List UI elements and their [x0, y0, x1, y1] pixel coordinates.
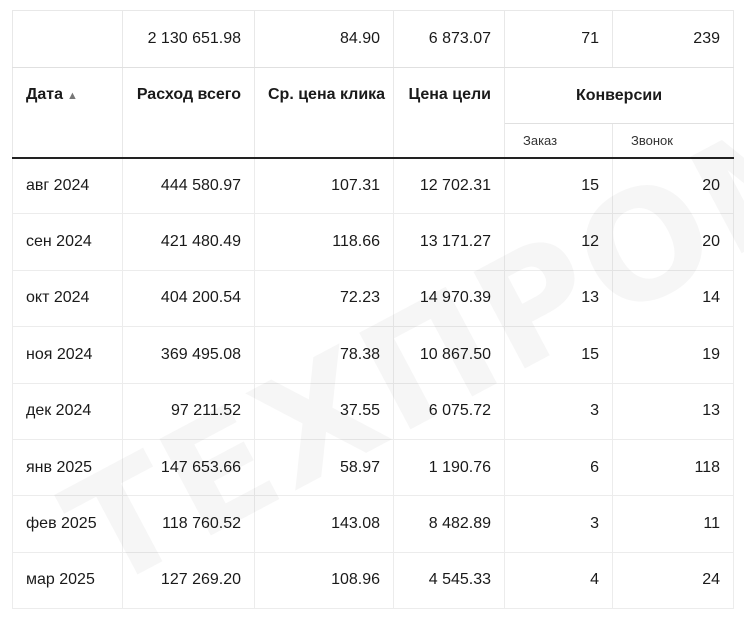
header-row: Дата ▲ Расход всего Ср. цена клика Цена ц… [12, 67, 734, 159]
totals-cpc: 84.90 [254, 10, 394, 68]
table-row: янв 2025 147 653.66 58.97 1 190.76 6 118 [12, 439, 734, 497]
header-orders[interactable]: Заказ [504, 123, 613, 159]
header-date-label: Дата [26, 86, 64, 103]
row-date: янв 2025 [12, 439, 123, 497]
row-date: мар 2025 [12, 552, 123, 610]
totals-calls: 239 [612, 10, 734, 68]
row-cpc: 143.08 [254, 495, 394, 553]
table-row: сен 2024 421 480.49 118.66 13 171.27 12 20 [12, 213, 734, 271]
row-orders: 3 [504, 495, 613, 553]
row-goal-price: 6 075.72 [393, 383, 505, 440]
row-goal-price: 8 482.89 [393, 495, 505, 553]
row-cpc: 118.66 [254, 213, 394, 271]
row-date: сен 2024 [12, 213, 123, 271]
totals-date-cell [12, 10, 123, 68]
row-date: фев 2025 [12, 495, 123, 553]
data-rows: авг 2024 444 580.97 107.31 12 702.31 15 20 сен… [12, 157, 734, 610]
row-calls: 11 [612, 495, 734, 553]
table-row: мар 2025 127 269.20 108.96 4 545.33 4 24 [12, 552, 734, 610]
row-orders: 4 [504, 552, 613, 610]
row-cpc: 107.31 [254, 157, 394, 215]
row-orders: 3 [504, 383, 613, 440]
row-date: окт 2024 [12, 270, 123, 328]
row-spend: 444 580.97 [122, 157, 255, 215]
row-calls: 20 [612, 157, 734, 215]
sort-ascending-icon[interactable]: ▲ [67, 90, 78, 102]
report-table: 2 130 651.98 84.90 6 873.07 71 239 Дата ▲… [12, 10, 734, 610]
row-spend: 421 480.49 [122, 213, 255, 271]
totals-row: 2 130 651.98 84.90 6 873.07 71 239 [12, 10, 734, 68]
row-spend: 127 269.20 [122, 552, 255, 610]
row-calls: 19 [612, 326, 734, 384]
table-row: авг 2024 444 580.97 107.31 12 702.31 15 20 [12, 157, 734, 215]
row-cpc: 108.96 [254, 552, 394, 610]
row-spend: 147 653.66 [122, 439, 255, 497]
row-goal-price: 13 171.27 [393, 213, 505, 271]
row-calls: 118 [612, 439, 734, 497]
row-orders: 6 [504, 439, 613, 497]
row-cpc: 72.23 [254, 270, 394, 328]
row-goal-price: 10 867.50 [393, 326, 505, 384]
row-orders: 15 [504, 157, 613, 215]
row-spend: 97 211.52 [122, 383, 255, 440]
row-spend: 118 760.52 [122, 495, 255, 553]
header-conversions: Конверсии [504, 67, 734, 124]
header-date[interactable]: Дата ▲ [12, 67, 123, 159]
row-cpc: 37.55 [254, 383, 394, 440]
row-spend: 369 495.08 [122, 326, 255, 384]
totals-spend: 2 130 651.98 [122, 10, 255, 68]
row-orders: 13 [504, 270, 613, 328]
row-cpc: 78.38 [254, 326, 394, 384]
row-goal-price: 12 702.31 [393, 157, 505, 215]
subheader-row: Заказ Звонок [13, 123, 734, 159]
row-calls: 20 [612, 213, 734, 271]
row-calls: 14 [612, 270, 734, 328]
row-calls: 24 [612, 552, 734, 610]
row-goal-price: 14 970.39 [393, 270, 505, 328]
header-spend[interactable]: Расход всего [122, 67, 255, 159]
row-orders: 12 [504, 213, 613, 271]
row-goal-price: 1 190.76 [393, 439, 505, 497]
totals-goal-price: 6 873.07 [393, 10, 505, 68]
header-cpc[interactable]: Ср. цена клика [254, 67, 394, 159]
row-goal-price: 4 545.33 [393, 552, 505, 610]
table-row: фев 2025 118 760.52 143.08 8 482.89 3 11 [12, 495, 734, 553]
row-calls: 13 [612, 383, 734, 440]
header-calls[interactable]: Звонок [612, 123, 734, 159]
row-date: ноя 2024 [12, 326, 123, 384]
row-date: дек 2024 [12, 383, 123, 440]
table-row: ноя 2024 369 495.08 78.38 10 867.50 15 19 [12, 326, 734, 384]
row-orders: 15 [504, 326, 613, 384]
table-row: дек 2024 97 211.52 37.55 6 075.72 3 13 [12, 383, 734, 440]
row-date: авг 2024 [12, 157, 123, 215]
row-spend: 404 200.54 [122, 270, 255, 328]
row-cpc: 58.97 [254, 439, 394, 497]
header-goal-price[interactable]: Цена цели [393, 67, 505, 159]
totals-orders: 71 [504, 10, 613, 68]
table-row: окт 2024 404 200.54 72.23 14 970.39 13 14 [12, 270, 734, 328]
